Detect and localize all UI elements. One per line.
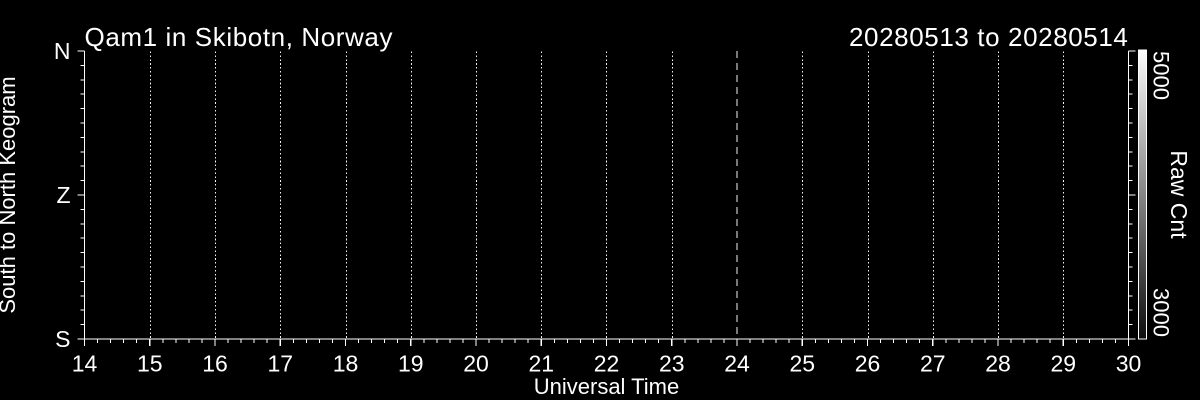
svg-text:29: 29 xyxy=(1050,351,1076,377)
svg-text:S: S xyxy=(55,326,70,352)
svg-text:14: 14 xyxy=(72,351,98,377)
svg-text:20: 20 xyxy=(463,351,489,377)
svg-text:20280513 to 20280514: 20280513 to 20280514 xyxy=(849,22,1129,52)
svg-text:19: 19 xyxy=(398,351,424,377)
svg-text:Z: Z xyxy=(56,182,70,208)
svg-text:Universal Time: Universal Time xyxy=(534,374,679,399)
svg-text:3000: 3000 xyxy=(1149,288,1174,337)
svg-text:17: 17 xyxy=(267,351,293,377)
svg-text:21: 21 xyxy=(528,351,554,377)
svg-text:30: 30 xyxy=(1116,351,1142,377)
svg-text:18: 18 xyxy=(333,351,359,377)
svg-text:N: N xyxy=(54,38,71,64)
svg-text:23: 23 xyxy=(659,351,685,377)
svg-text:26: 26 xyxy=(855,351,881,377)
svg-text:28: 28 xyxy=(985,351,1011,377)
svg-text:22: 22 xyxy=(594,351,620,377)
svg-text:25: 25 xyxy=(789,351,815,377)
svg-text:16: 16 xyxy=(202,351,228,377)
svg-text:15: 15 xyxy=(137,351,163,377)
svg-text:24: 24 xyxy=(724,351,750,377)
svg-text:Raw Cnt: Raw Cnt xyxy=(1166,150,1192,239)
svg-text:South to North Keogram: South to North Keogram xyxy=(0,76,20,313)
svg-text:27: 27 xyxy=(920,351,946,377)
svg-text:Qam1 in Skibotn, Norway: Qam1 in Skibotn, Norway xyxy=(85,22,394,52)
svg-text:5000: 5000 xyxy=(1149,51,1174,100)
